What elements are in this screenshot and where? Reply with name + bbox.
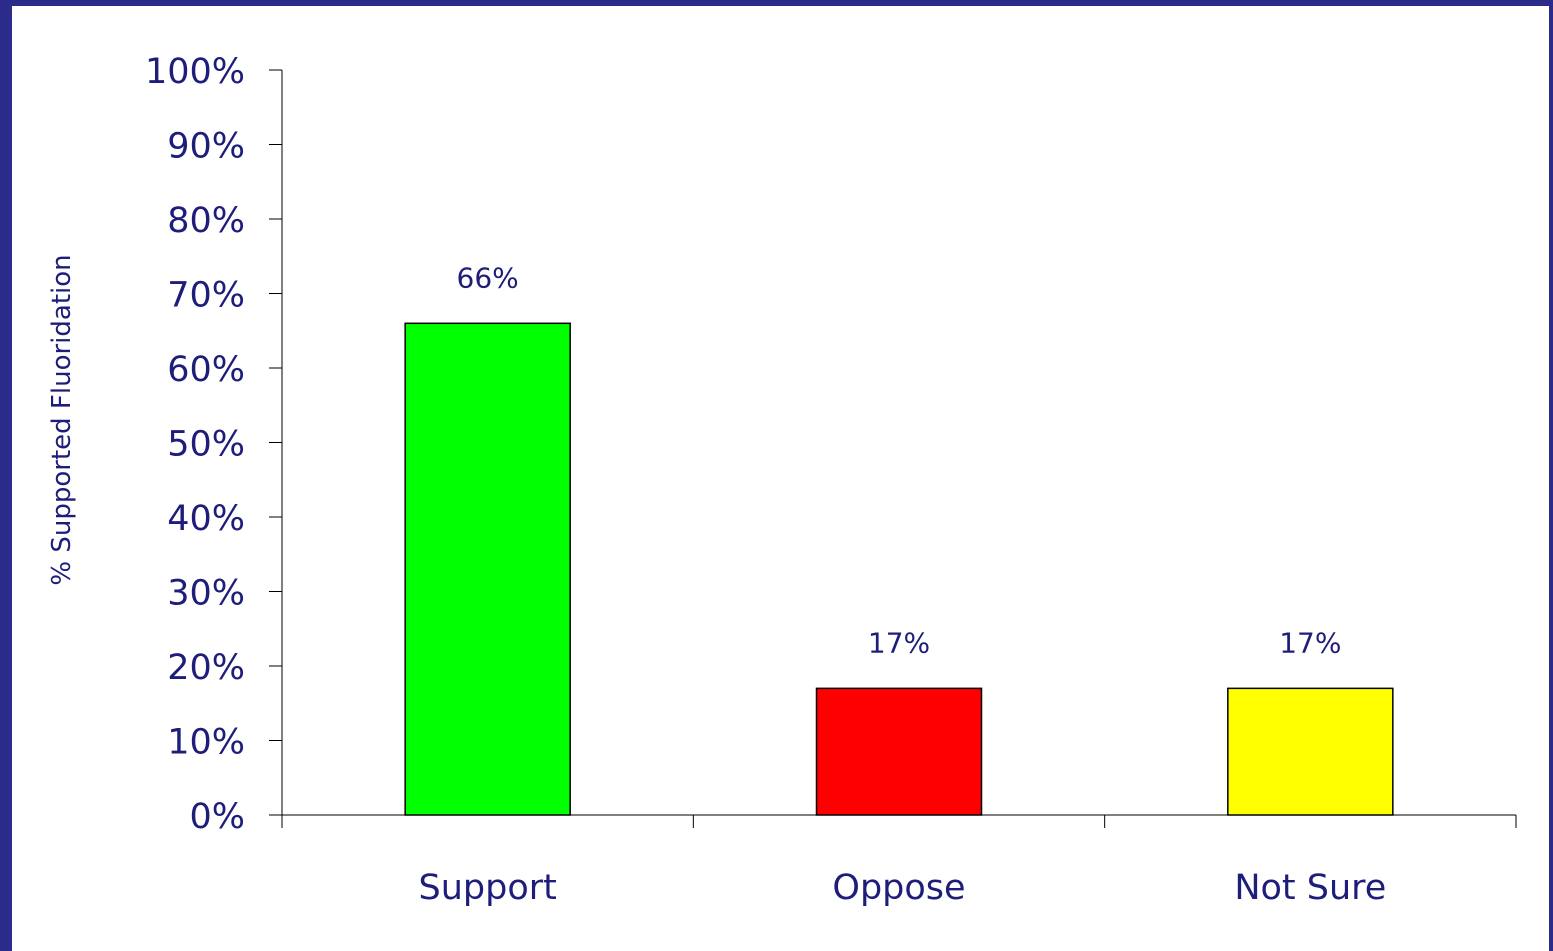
x-tick-label: Not Sure: [1234, 868, 1386, 908]
y-tick-label: 0%: [189, 797, 245, 837]
y-tick-label: 50%: [167, 425, 245, 465]
bar-not-sure: [1227, 687, 1394, 816]
bar-support: [404, 322, 571, 816]
y-tick-label: 70%: [167, 276, 245, 316]
y-tick-label: 40%: [167, 499, 245, 539]
x-axis-ticks: [281, 815, 1517, 828]
x-tick-label: Support: [418, 868, 556, 908]
data-label: 66%: [457, 261, 519, 294]
y-tick-label: 80%: [167, 201, 245, 241]
bars: [404, 322, 1394, 816]
y-axis-ticks: 0% 10% 20% 30% 40% 50% 60% 70% 80% 90% 100%: [145, 52, 282, 837]
y-axis-title: % Supported Fluoridation: [47, 254, 77, 585]
x-tick-label: Oppose: [832, 868, 965, 908]
y-tick-label: 100%: [145, 52, 245, 92]
y-tick-label: 10%: [167, 723, 245, 763]
data-labels: 66% Support 17% Oppose 17% Not Sure: [418, 261, 1386, 908]
y-tick-label: 90%: [167, 127, 245, 167]
y-tick-label: 30%: [167, 574, 245, 614]
y-tick-label: 60%: [167, 350, 245, 390]
data-label: 17%: [868, 626, 930, 659]
bar-oppose: [815, 687, 983, 816]
data-label: 17%: [1279, 626, 1341, 659]
y-tick-label: 20%: [167, 648, 245, 688]
